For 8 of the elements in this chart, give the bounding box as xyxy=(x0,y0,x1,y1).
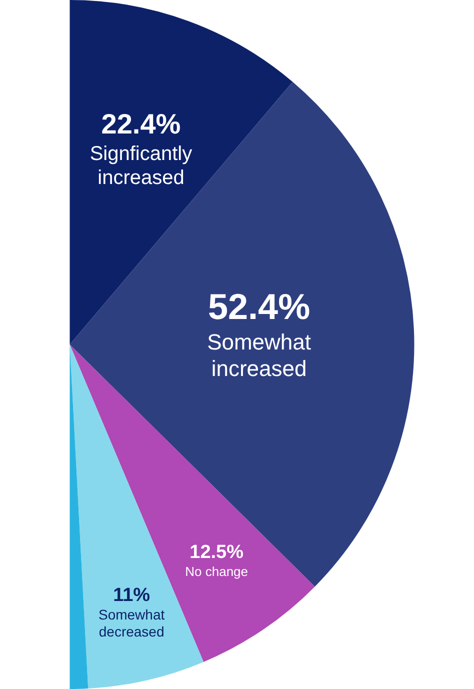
slice-label: Somewhat increased xyxy=(207,330,312,382)
slice-label: No change xyxy=(185,564,248,579)
slice-label: Signficantly increased xyxy=(90,143,192,190)
slice-label: Somewhat decreased xyxy=(98,606,165,640)
data-label: 12.5% xyxy=(190,542,244,564)
data-label: 11% xyxy=(113,585,150,606)
data-label: 22.4% xyxy=(101,108,181,140)
data-label: 52.4% xyxy=(208,286,310,327)
